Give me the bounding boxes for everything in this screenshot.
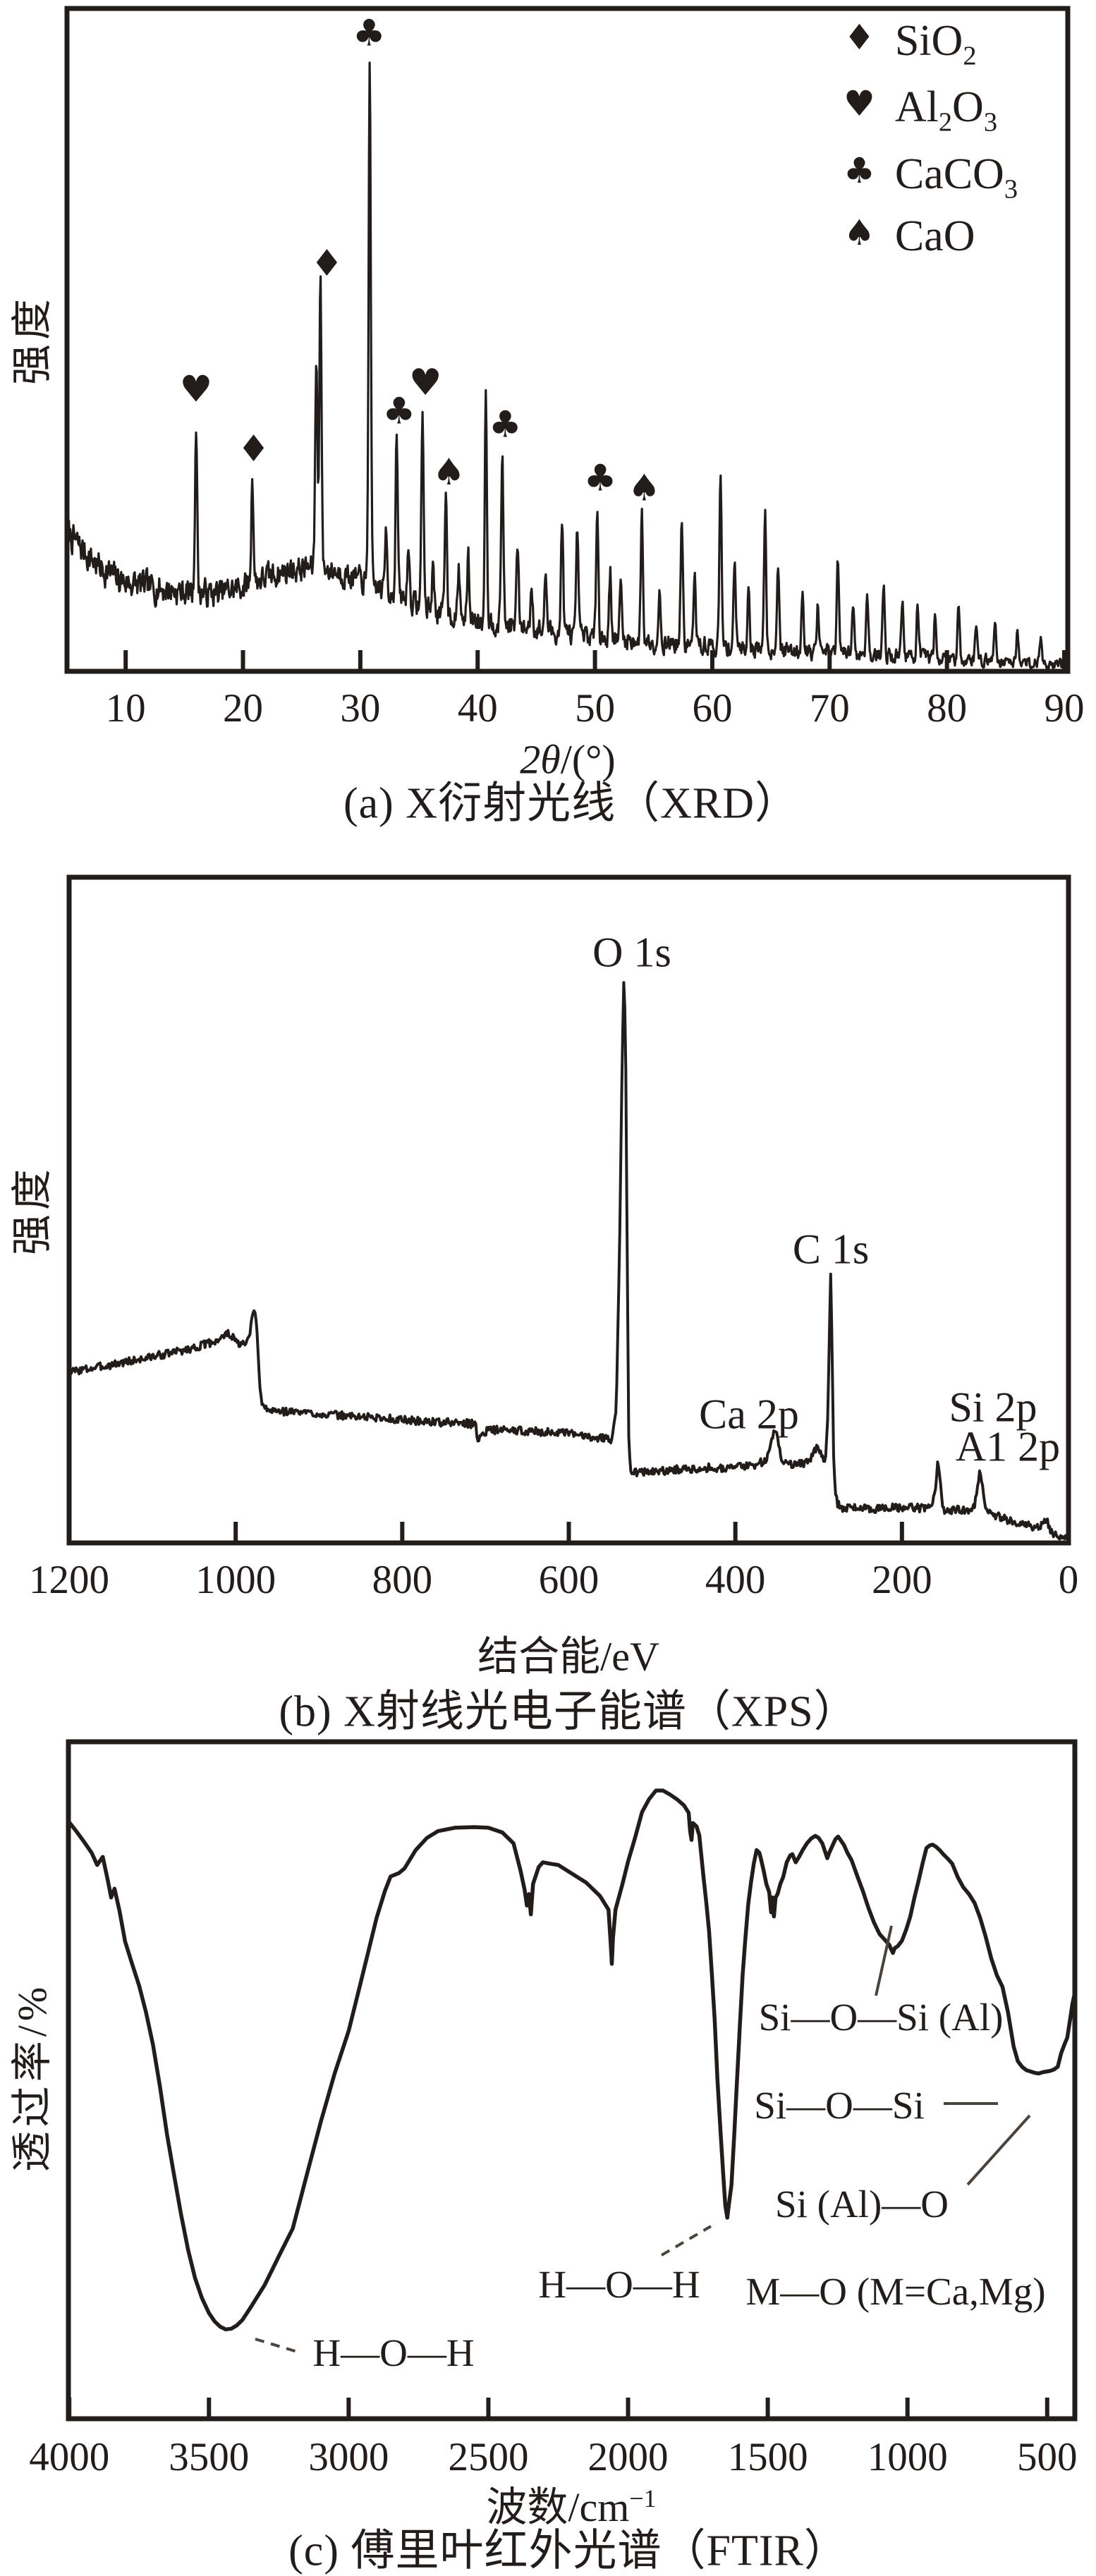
xrd-marker-7-club: ♣ xyxy=(489,403,522,446)
xps-peak-label-ca-2p: Ca 2p xyxy=(699,1391,799,1438)
xrd-legend-item-2: ♣ CaCO3 xyxy=(844,149,1018,205)
xrd-x-tick-label-30: 30 xyxy=(340,686,381,731)
xrd-legend-marker-1: ♥ xyxy=(844,83,875,124)
ftir-annotation-si-o-si: Si—O—Si xyxy=(754,2084,925,2128)
ftir-x-tick-label-3000: 3000 xyxy=(308,2435,389,2479)
xrd-curve xyxy=(67,61,1068,671)
ftir-x-tick-label-2000: 2000 xyxy=(587,2435,669,2479)
xrd-marker-9-spade: ♠ xyxy=(628,468,661,510)
xps-x-tick-label-600: 600 xyxy=(538,1558,599,1602)
xps-caption: (b) X射线光电子能谱（XPS） xyxy=(279,1687,858,1736)
ftir-x-tick-label-500: 500 xyxy=(1017,2435,1078,2479)
xrd-marker-5-heart: ♥ xyxy=(409,362,442,404)
xps-peak-label-c-1s: C 1s xyxy=(792,1226,870,1273)
ftir-annotation-si-o-si-al: Si—O—Si (Al) xyxy=(758,1996,1004,2039)
xrd-legend-marker-2: ♣ xyxy=(844,150,875,191)
ftir-curve xyxy=(68,1788,1075,2332)
xrd-legend-item-0: ♦ SiO2 xyxy=(844,16,977,71)
xrd-plot-border xyxy=(64,6,1071,674)
ftir-leader-si-al-o xyxy=(966,2114,1031,2186)
ftir-x-tick-label-1000: 1000 xyxy=(867,2435,948,2479)
xrd-x-tick-label-20: 20 xyxy=(223,686,264,731)
xrd-marker-6-spade: ♠ xyxy=(432,451,465,494)
ftir-x-tick-label-3500: 3500 xyxy=(169,2435,250,2479)
xrd-x-tick-label-40: 40 xyxy=(457,686,498,731)
xrd-x-tick-label-60: 60 xyxy=(692,686,733,731)
xrd-legend-label-0: SiO2 xyxy=(894,17,977,71)
xrd-caption: (a) X衍射光线（XRD） xyxy=(343,779,799,828)
xrd-legend-item-1: ♥ Al2O3 xyxy=(844,83,997,138)
ftir-annotation-h-o-h-bend: H—O—H xyxy=(538,2263,700,2307)
xps-x-tick-label-0: 0 xyxy=(1058,1558,1079,1602)
xrd-x-axis-label: 2θ/(°) xyxy=(520,736,616,783)
xps-x-tick-label-400: 400 xyxy=(705,1558,766,1602)
xrd-x-tick-label-70: 70 xyxy=(809,686,850,731)
xps-x-axis-label: 结合能/eV xyxy=(477,1633,659,1680)
ftir-leader-h-o-h-stretch xyxy=(255,2338,303,2355)
ftir-y-axis-label: 透过率/% xyxy=(9,1982,55,2173)
xrd-marker-8-club: ♣ xyxy=(584,457,617,499)
xps-x-tick-label-1000: 1000 xyxy=(195,1558,276,1602)
xps-plot-border xyxy=(66,874,1071,1546)
xrd-legend-marker-0: ♦ xyxy=(844,17,875,58)
xps-x-tick-label-200: 200 xyxy=(872,1558,932,1602)
xrd-legend-item-3: ♠ CaO xyxy=(844,212,975,262)
xrd-marker-1-diamond: ♦ xyxy=(237,428,270,470)
ftir-caption: (c) 傅里叶红外光谱（FTIR） xyxy=(288,2527,848,2575)
xrd-marker-0-heart: ♥ xyxy=(180,369,213,411)
xrd-marker-3-club: ♣ xyxy=(353,13,386,55)
xrd-x-tick-label-90: 90 xyxy=(1044,686,1085,731)
xrd-marker-2-diamond: ♦ xyxy=(310,243,343,285)
ftir-leader-h-o-h-bend xyxy=(660,2225,712,2257)
ftir-leader-si-o-si-al xyxy=(875,1925,893,1996)
xrd-x-tick-label-80: 80 xyxy=(927,686,968,731)
ftir-plot-border xyxy=(66,1739,1078,2422)
xps-peak-label-a1-2p: A1 2p xyxy=(955,1423,1061,1470)
ftir-annotation-h-o-h-stretch: H—O—H xyxy=(312,2331,475,2375)
ftir-annotation-si-al-o: Si (Al)—O xyxy=(775,2183,949,2226)
xps-peak-label-si-2p: Si 2p xyxy=(949,1384,1037,1431)
ftir-annotation-m-o: M—O (M=Ca,Mg) xyxy=(745,2270,1046,2314)
xps-x-tick-label-800: 800 xyxy=(372,1558,433,1602)
ftir-x-tick-label-2500: 2500 xyxy=(448,2435,529,2479)
xrd-y-axis-label: 强度 xyxy=(9,294,55,386)
xrd-marker-4-club: ♣ xyxy=(382,391,415,433)
xps-x-tick-label-1200: 1200 xyxy=(29,1558,109,1602)
xrd-legend-label-2: CaCO3 xyxy=(894,150,1018,205)
ftir-x-tick-label-1500: 1500 xyxy=(727,2435,808,2479)
xps-peak-label-o-1s: O 1s xyxy=(592,929,671,976)
ftir-x-axis-label: 波数/cm−1 xyxy=(486,2484,657,2531)
xps-curve xyxy=(69,981,1068,1542)
xrd-legend-marker-3: ♠ xyxy=(844,212,875,253)
ftir-x-tick-label-4000: 4000 xyxy=(29,2435,110,2479)
xrd-legend-label-3: CaO xyxy=(894,212,975,260)
xrd-x-tick-label-50: 50 xyxy=(575,686,616,731)
xps-y-axis-label: 强度 xyxy=(9,1164,55,1256)
xrd-legend-label-1: Al2O3 xyxy=(894,83,998,138)
xrd-x-tick-label-10: 10 xyxy=(105,686,146,731)
